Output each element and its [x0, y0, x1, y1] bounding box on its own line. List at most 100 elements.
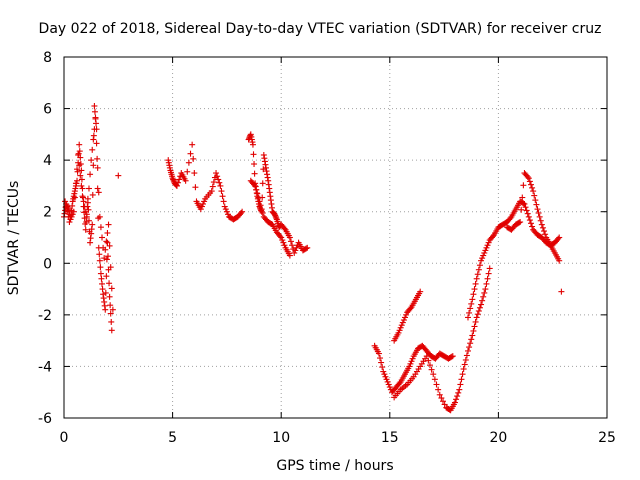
data-point: [533, 201, 540, 208]
data-point: [470, 327, 477, 334]
data-point: [542, 231, 549, 238]
data-point: [281, 225, 288, 232]
data-point: [175, 179, 182, 186]
data-point: [280, 239, 287, 246]
data-point: [530, 188, 537, 195]
data-point: [484, 242, 491, 249]
data-point: [83, 213, 90, 220]
data-point: [485, 270, 492, 277]
data-point: [94, 155, 101, 162]
data-point: [291, 249, 298, 256]
data-point: [456, 386, 463, 393]
data-point: [471, 323, 478, 330]
data-point: [483, 244, 490, 251]
data-point: [251, 181, 258, 188]
data-point: [249, 141, 256, 148]
data-point: [469, 296, 476, 303]
data-point: [482, 247, 489, 254]
data-point: [78, 176, 85, 183]
data-point: [215, 176, 222, 183]
x-tick-label: 10: [272, 430, 290, 446]
data-point: [251, 170, 258, 177]
data-point: [466, 309, 473, 316]
data-point: [78, 182, 85, 189]
data-point: [537, 217, 544, 224]
data-point: [106, 293, 113, 300]
data-point: [259, 210, 266, 217]
data-point: [208, 188, 215, 195]
data-point: [536, 213, 543, 220]
data-point: [471, 286, 478, 293]
data-point: [425, 357, 432, 364]
data-point: [85, 185, 92, 192]
plot-frame: [63, 56, 608, 419]
data-point: [99, 234, 106, 241]
x-tick-label: 20: [489, 430, 507, 446]
data-point: [74, 177, 81, 184]
data-point: [489, 233, 496, 240]
data-point: [198, 203, 205, 210]
data-point: [108, 285, 115, 292]
data-point: [423, 353, 430, 360]
data-point: [455, 389, 462, 396]
y-tick-label: 6: [43, 102, 52, 118]
data-point: [375, 350, 382, 357]
data-point: [89, 146, 96, 153]
data-point: [527, 220, 534, 227]
data-point: [64, 208, 71, 215]
data-point: [91, 102, 98, 109]
data-point: [277, 233, 284, 240]
data-point: [524, 210, 531, 217]
data-point: [459, 371, 466, 378]
data-point: [518, 206, 525, 213]
data-point: [104, 239, 111, 246]
data-point: [89, 221, 96, 228]
y-tick-label: 4: [43, 153, 52, 169]
data-point: [93, 140, 100, 147]
data-point: [529, 223, 536, 230]
data-point: [281, 242, 288, 249]
data-point: [474, 271, 481, 278]
data-point: [469, 332, 476, 339]
data-point: [102, 306, 109, 313]
data-point: [516, 219, 523, 226]
data-point: [105, 221, 112, 228]
data-point: [187, 150, 194, 157]
data-point: [458, 376, 465, 383]
data-point: [90, 162, 97, 169]
data-point: [539, 224, 546, 231]
data-point: [379, 364, 386, 371]
data-point: [479, 297, 486, 304]
data-point: [538, 221, 545, 228]
data-point: [216, 179, 223, 186]
data-point: [524, 173, 531, 180]
data-point: [87, 171, 94, 178]
data-point: [529, 184, 536, 191]
data-point: [101, 255, 108, 262]
data-point: [76, 148, 83, 155]
data-point: [406, 363, 413, 370]
data-point: [377, 355, 384, 362]
data-point: [239, 208, 246, 215]
data-point: [519, 194, 526, 201]
data-point: [476, 304, 483, 311]
data-point: [407, 360, 414, 367]
data-point: [481, 249, 488, 256]
data-point: [209, 183, 216, 190]
data-point: [466, 344, 473, 351]
data-point: [81, 203, 88, 210]
y-tick-label: -2: [38, 308, 52, 324]
data-point: [474, 311, 481, 318]
data-point: [109, 306, 116, 313]
data-point: [467, 340, 474, 347]
data-point: [104, 253, 111, 260]
data-point: [396, 327, 403, 334]
data-point: [66, 219, 73, 226]
data-point: [224, 211, 231, 218]
data-point: [223, 208, 230, 215]
data-point: [95, 189, 102, 196]
data-point: [83, 219, 90, 226]
data-point: [91, 108, 98, 115]
data-point: [304, 244, 311, 251]
axis-ticks: 0 5 10 15 20 25 -6 -4 -2 0 2 4 6 8: [38, 50, 616, 446]
